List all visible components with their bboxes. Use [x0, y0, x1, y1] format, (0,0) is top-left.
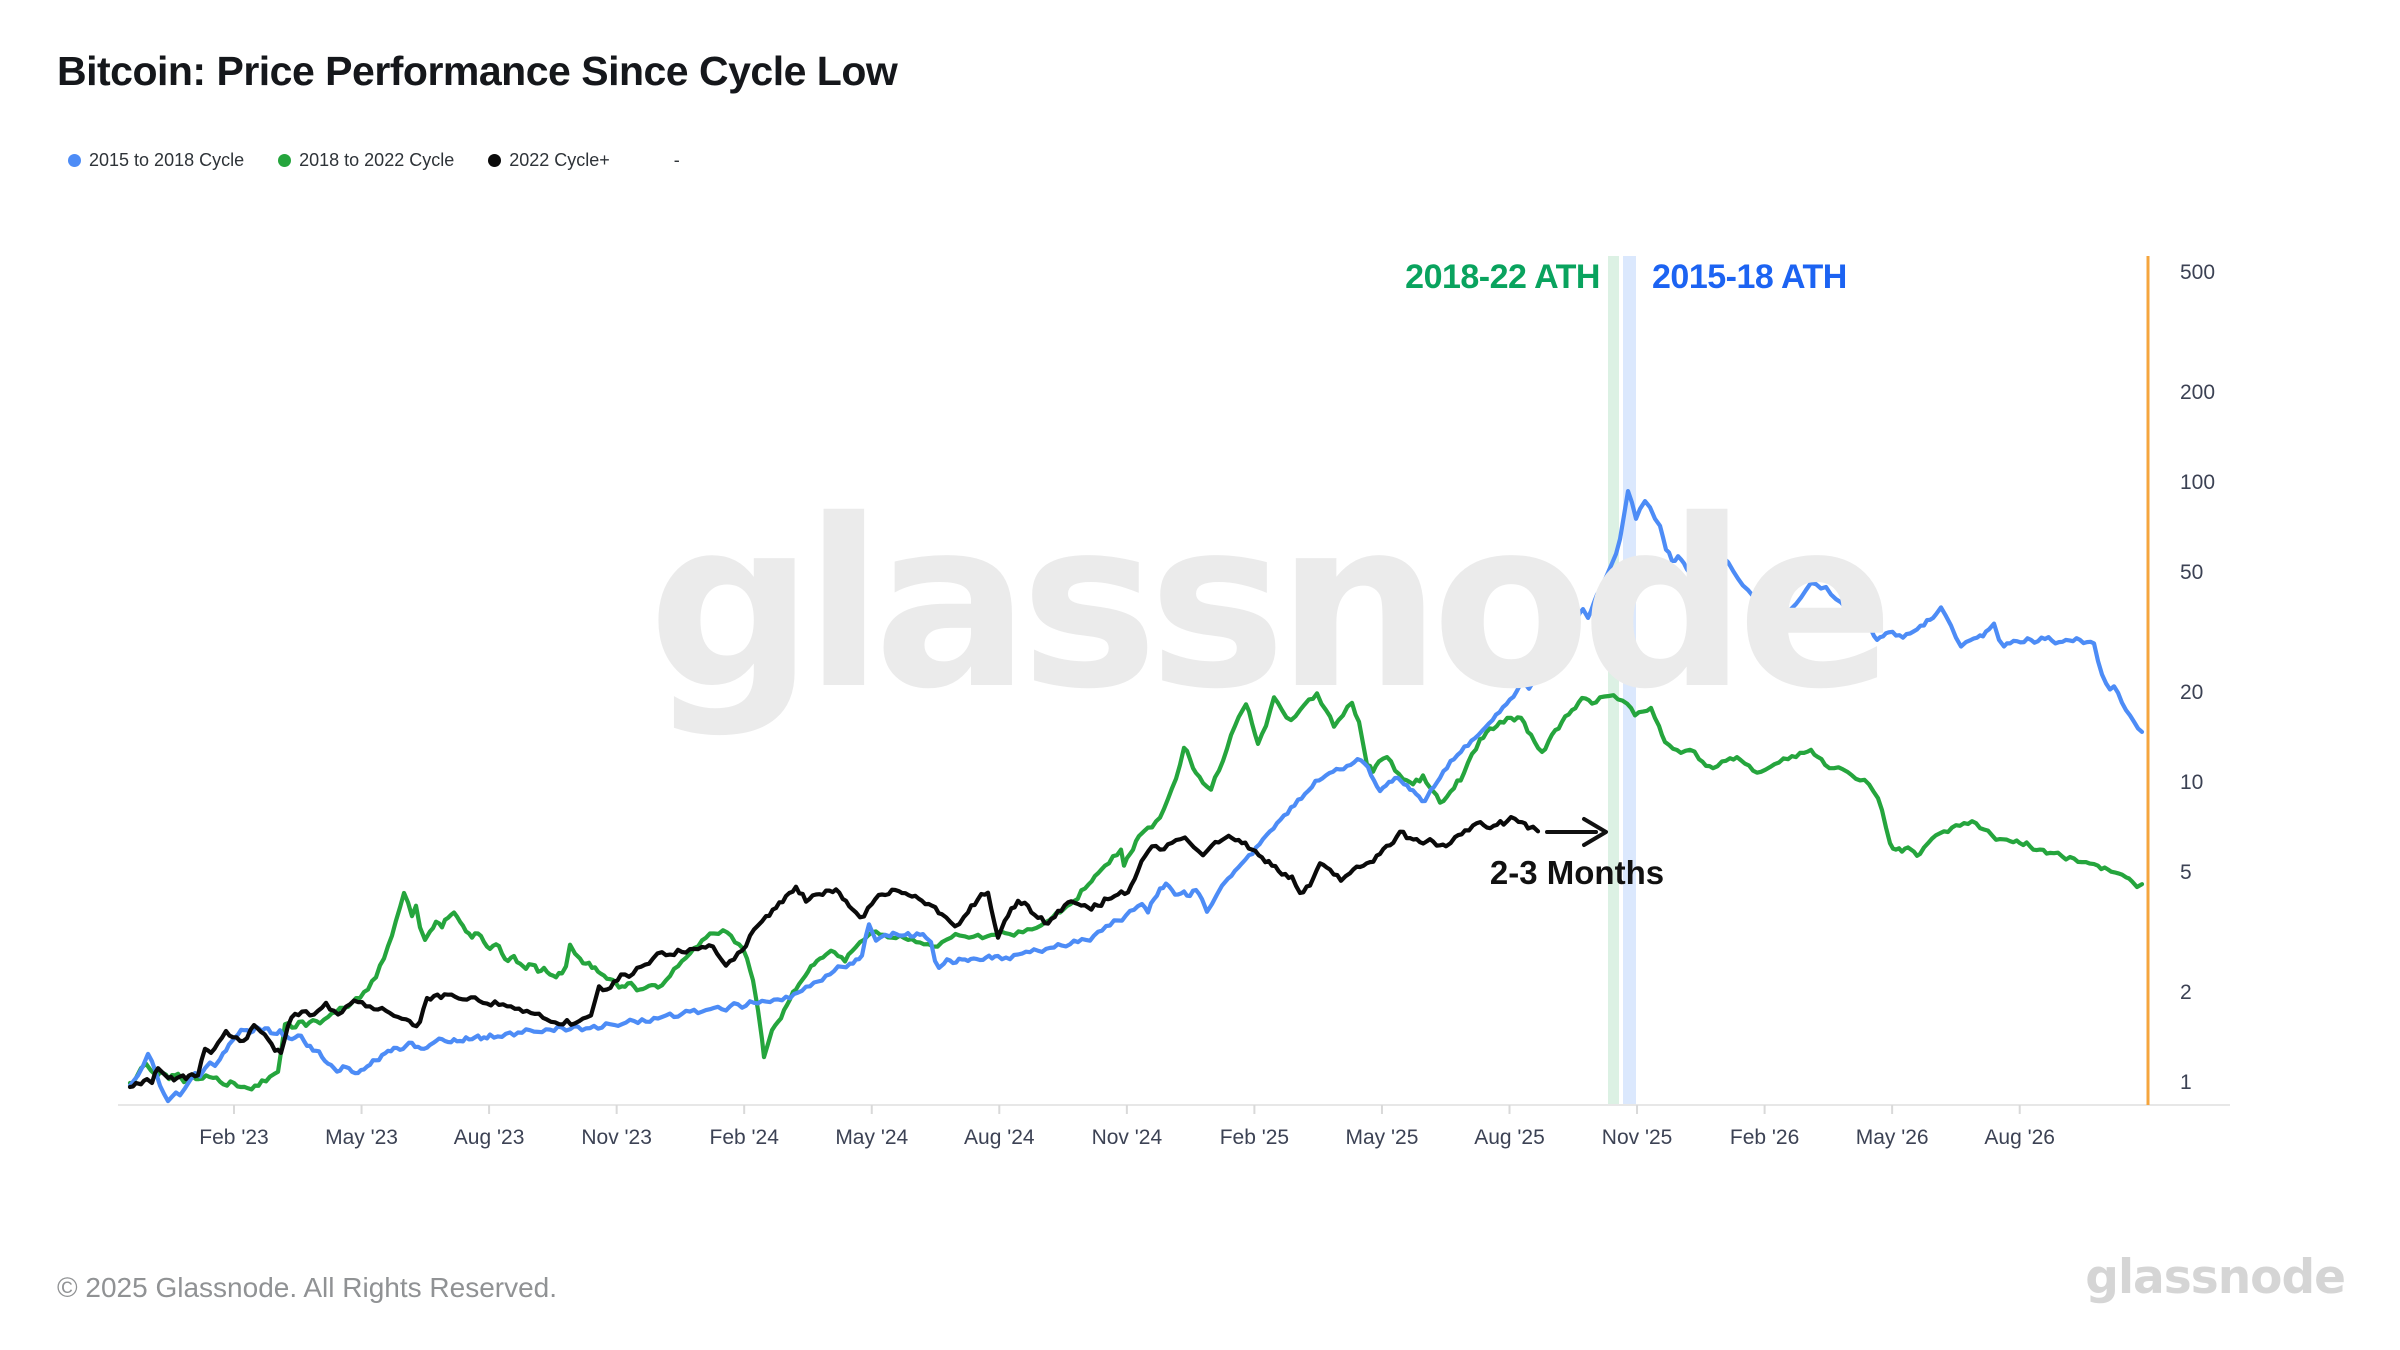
legend-dot-icon	[68, 154, 81, 167]
event-band-0	[1608, 256, 1619, 1105]
y-axis-label: 20	[2180, 680, 2204, 704]
glassnode-logo: glassnode	[2085, 1250, 2346, 1305]
x-axis-label: Aug '25	[1474, 1126, 1545, 1149]
legend-extra-item[interactable]: -	[673, 150, 680, 170]
ath-2015-18-label: 2015-18 ATH	[1652, 258, 1847, 296]
page-title: Bitcoin: Price Performance Since Cycle L…	[57, 48, 898, 94]
x-axis-label: Nov '23	[581, 1126, 652, 1149]
x-axis-label: Nov '24	[1091, 1126, 1163, 1149]
glassnode-watermark: glassnode	[648, 470, 1894, 740]
y-axis-label: 2	[2180, 980, 2192, 1004]
x-axis-label: Feb '24	[709, 1126, 779, 1149]
chart-legend: 2015 to 2018 Cycle 2018 to 2022 Cycle 2022…	[68, 150, 680, 171]
months-annotation: 2-3 Months	[1489, 854, 1665, 891]
legend-item-label: 2018 to 2022 Cycle	[299, 150, 455, 170]
x-axis-label: Aug '26	[1984, 1126, 2055, 1149]
legend-item-2[interactable]: 2022 Cycle+	[488, 150, 610, 171]
x-axis-label: May '26	[1855, 1126, 1929, 1149]
event-band-1	[1623, 256, 1636, 1105]
ath-2018-22-label: 2018-22 ATH	[1405, 258, 1600, 296]
y-axis-label: 100	[2180, 471, 2216, 494]
copyright-text: © 2025 Glassnode. All Rights Reserved.	[57, 1272, 558, 1303]
legend-item-1[interactable]: 2018 to 2022 Cycle	[278, 150, 454, 171]
legend-item-label: 2022 Cycle+	[509, 150, 610, 170]
x-axis-label: Feb '23	[199, 1126, 269, 1149]
x-axis-label: May '25	[1345, 1126, 1419, 1149]
y-axis-label: 200	[2180, 380, 2216, 404]
x-axis-label: Nov '25	[1601, 1126, 1673, 1149]
x-axis-label: Aug '23	[453, 1126, 525, 1149]
x-axis-label: May '23	[325, 1126, 398, 1149]
y-axis-label: 50	[2180, 561, 2204, 585]
legend-item-label: 2015 to 2018 Cycle	[89, 150, 245, 170]
legend-dot-icon	[488, 154, 502, 167]
legend-dot-icon	[278, 154, 292, 167]
x-axis-label: Aug '24	[964, 1126, 1035, 1149]
x-axis-label: Feb '25	[1219, 1126, 1290, 1149]
y-axis-label: 500	[2180, 261, 2216, 285]
x-axis-label: Feb '26	[1729, 1126, 1800, 1149]
months-arrowhead-icon	[1582, 817, 1608, 847]
series-line-2[interactable]	[127, 815, 1541, 1090]
y-axis-label: 5	[2180, 861, 2192, 885]
x-axis-label: May '24	[835, 1126, 909, 1149]
series-line-0[interactable]	[127, 691, 2145, 1092]
y-axis-label: 1	[2180, 1071, 2192, 1094]
legend-item-0[interactable]: 2015 to 2018 Cycle	[68, 150, 244, 171]
series-line-1[interactable]	[127, 489, 2145, 1104]
y-axis-label: 10	[2180, 771, 2204, 794]
